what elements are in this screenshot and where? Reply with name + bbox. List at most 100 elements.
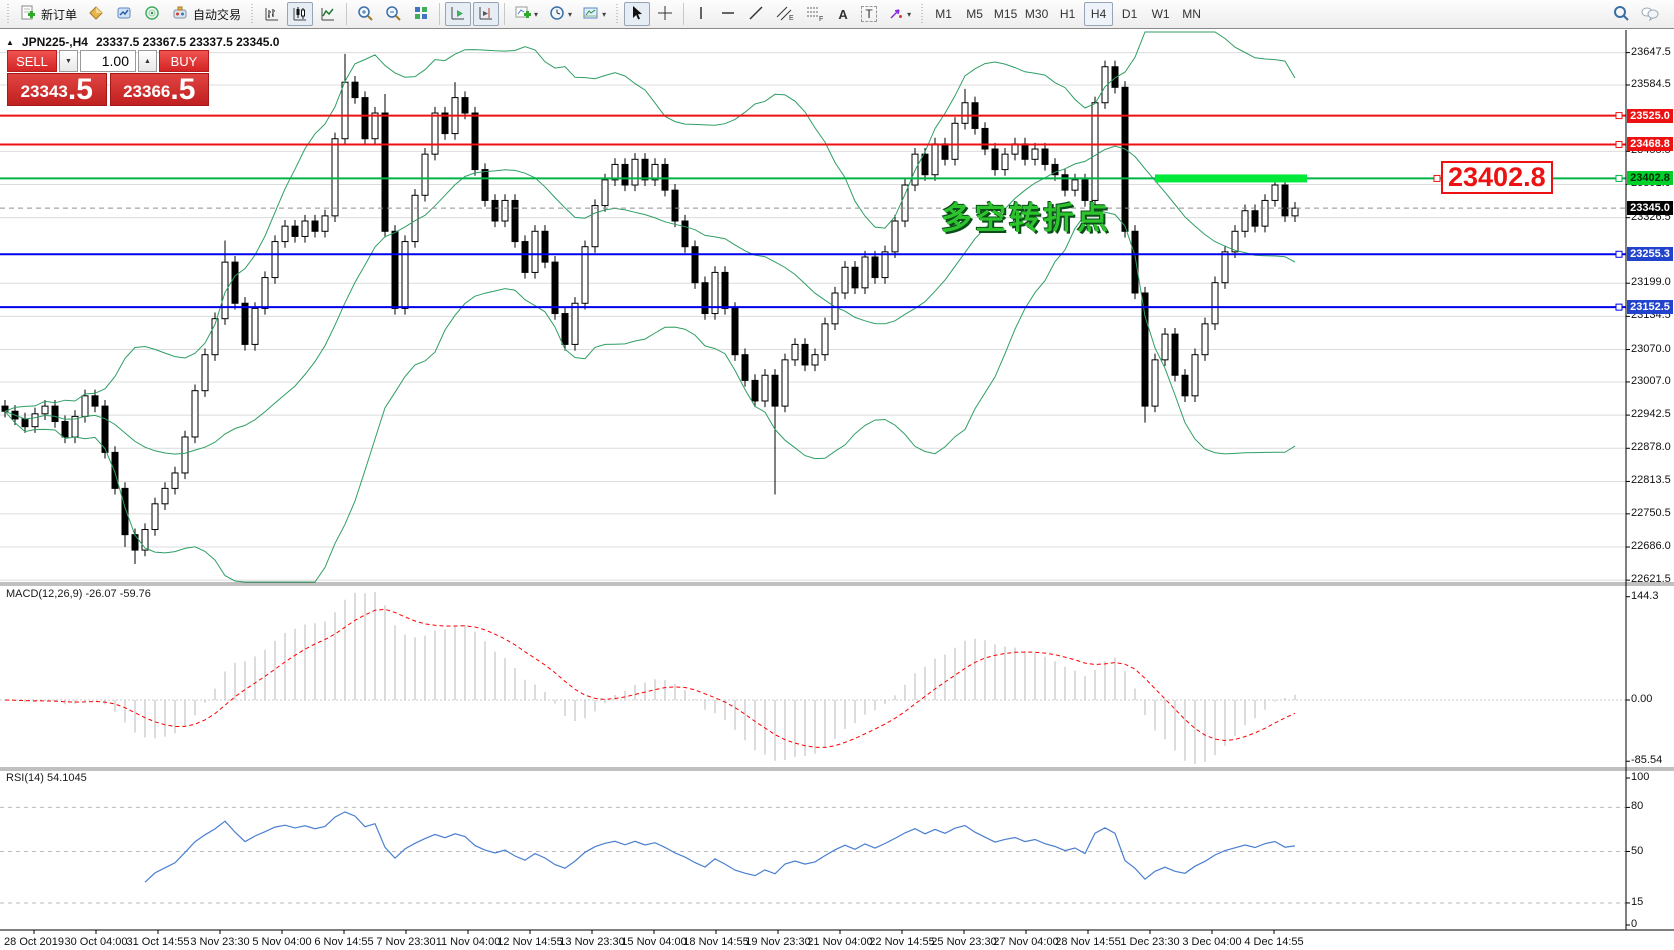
candles-layer bbox=[1, 53, 1299, 564]
candle-bear bbox=[691, 246, 699, 284]
collapse-icon[interactable]: ▲ bbox=[6, 37, 14, 47]
new-order-button[interactable]: 新订单 bbox=[15, 2, 81, 26]
candle-bear bbox=[871, 256, 879, 279]
tile-windows-button[interactable] bbox=[408, 2, 434, 26]
chart-text-annotation: 多空转折点 bbox=[941, 201, 1111, 236]
time-axis-label: 3 Dec 04:00 bbox=[1182, 936, 1242, 948]
buy-button[interactable]: BUY bbox=[159, 50, 209, 72]
grid-layer bbox=[0, 52, 1626, 581]
periods-icon bbox=[548, 4, 566, 25]
candle-bull bbox=[581, 246, 589, 304]
candle-bull bbox=[411, 194, 419, 243]
candle-bear bbox=[231, 261, 239, 304]
toolbar-grip bbox=[614, 4, 621, 24]
candle-bull bbox=[711, 271, 719, 315]
line-chart-button[interactable] bbox=[315, 2, 341, 26]
bar-chart-button[interactable] bbox=[259, 2, 285, 26]
candle-bull bbox=[1071, 179, 1079, 191]
candle-bear bbox=[551, 261, 559, 315]
timeframe-button-M1[interactable]: M1 bbox=[935, 7, 952, 21]
candle-bear bbox=[751, 379, 759, 402]
candle-bear bbox=[381, 112, 389, 232]
time-axis-label: 5 Nov 04:00 bbox=[252, 936, 312, 948]
candle-bull bbox=[271, 241, 279, 279]
price-axis-label: 23647.5 bbox=[1631, 45, 1671, 58]
candle-bull bbox=[281, 225, 289, 243]
candle-bear bbox=[671, 189, 679, 222]
timeframe-button-D1[interactable]: D1 bbox=[1121, 7, 1138, 21]
candle-bull bbox=[831, 292, 839, 325]
sell-button[interactable]: SELL bbox=[7, 50, 57, 72]
timeframe-button-M15[interactable]: M15 bbox=[993, 7, 1018, 21]
timeframe-button-M30[interactable]: M30 bbox=[1024, 7, 1049, 21]
time-axis-label: 22 Nov 14:55 bbox=[869, 936, 935, 948]
candle-bear bbox=[361, 97, 369, 140]
timeframe-button-W1[interactable]: W1 bbox=[1151, 7, 1170, 21]
alerts-button[interactable] bbox=[139, 2, 165, 26]
time-axis-label: 13 Nov 23:30 bbox=[559, 936, 625, 948]
zoom-in-icon bbox=[356, 4, 374, 25]
time-axis-label: 31 Oct 14:55 bbox=[126, 936, 190, 948]
candle-bear bbox=[311, 220, 319, 232]
search-button[interactable] bbox=[1608, 2, 1634, 26]
candle-bear bbox=[741, 354, 749, 381]
horizontal-line-button[interactable] bbox=[715, 2, 741, 26]
text-label-button[interactable]: T bbox=[857, 2, 881, 26]
candle-bear bbox=[111, 451, 119, 489]
zoom-out-button[interactable] bbox=[380, 2, 406, 26]
palette-button[interactable] bbox=[83, 2, 109, 26]
autotrading-button[interactable]: 自动交易 bbox=[167, 2, 245, 26]
candle-bear bbox=[561, 313, 569, 345]
bar-chart-icon bbox=[263, 4, 281, 25]
rsi-axis-label: 80 bbox=[1631, 800, 1644, 813]
chart-shift-button[interactable] bbox=[473, 2, 500, 26]
periods-button[interactable]: ▾ bbox=[544, 2, 576, 26]
candle-bull bbox=[1291, 207, 1299, 217]
price-axis-label: 23007.0 bbox=[1631, 374, 1671, 387]
candle-bear bbox=[461, 97, 469, 114]
templates-button[interactable]: ▾ bbox=[578, 2, 610, 26]
candle-bull bbox=[791, 343, 799, 361]
candle-bear bbox=[241, 302, 249, 345]
line-endpoint-handle bbox=[1615, 174, 1623, 182]
equidistant-channel-icon: E bbox=[775, 4, 795, 25]
chat-button[interactable] bbox=[1636, 2, 1664, 26]
volume-increase-button[interactable]: ▲ bbox=[138, 50, 157, 72]
equidistant-channel-button[interactable]: E bbox=[771, 2, 799, 26]
one-click-trading-panel: SELL ▼ ▲ BUY 23343 .5 23366 .5 bbox=[7, 50, 209, 106]
buy-price-display[interactable]: 23366 .5 bbox=[109, 73, 209, 106]
market-watch-button[interactable] bbox=[111, 2, 137, 26]
candle-bull bbox=[811, 354, 819, 366]
zoom-in-button[interactable] bbox=[352, 2, 378, 26]
timeframe-button-MN[interactable]: MN bbox=[1182, 7, 1201, 21]
arrows-button[interactable]: ▾ bbox=[883, 2, 915, 26]
candle-bull bbox=[821, 323, 829, 356]
text-button[interactable]: A bbox=[831, 2, 855, 26]
arrows-icon bbox=[887, 4, 905, 25]
timeframe-button-H1[interactable]: H1 bbox=[1059, 7, 1076, 21]
candle-bear bbox=[721, 271, 729, 309]
toolbar-separator bbox=[439, 3, 441, 25]
cursor-button[interactable] bbox=[624, 2, 651, 26]
timeframe-button-H4[interactable]: H4 bbox=[1084, 2, 1114, 26]
candle-bull bbox=[301, 220, 309, 237]
rsi-axis-label: 0 bbox=[1631, 918, 1638, 930]
candlestick-chart-button[interactable] bbox=[287, 2, 314, 26]
cursor-icon bbox=[628, 4, 646, 25]
key-level-price-label: 23402.8 bbox=[1441, 161, 1553, 194]
indicators-button[interactable]: ▾ bbox=[510, 2, 542, 26]
fibonacci-button[interactable]: F bbox=[801, 2, 829, 26]
candle-bull bbox=[1211, 282, 1219, 325]
crosshair-button[interactable] bbox=[652, 2, 678, 26]
vertical-line-button[interactable] bbox=[689, 2, 713, 26]
trendline-button[interactable] bbox=[743, 2, 769, 26]
timeframe-button-M5[interactable]: M5 bbox=[966, 7, 983, 21]
volume-decrease-button[interactable]: ▼ bbox=[59, 50, 78, 72]
auto-scroll-button[interactable] bbox=[445, 2, 472, 26]
candle-bear bbox=[641, 158, 649, 181]
price-axis-label: 23584.5 bbox=[1631, 78, 1671, 90]
volume-input[interactable] bbox=[80, 50, 136, 72]
candle-bull bbox=[841, 266, 849, 294]
sell-price-display[interactable]: 23343 .5 bbox=[7, 73, 107, 106]
